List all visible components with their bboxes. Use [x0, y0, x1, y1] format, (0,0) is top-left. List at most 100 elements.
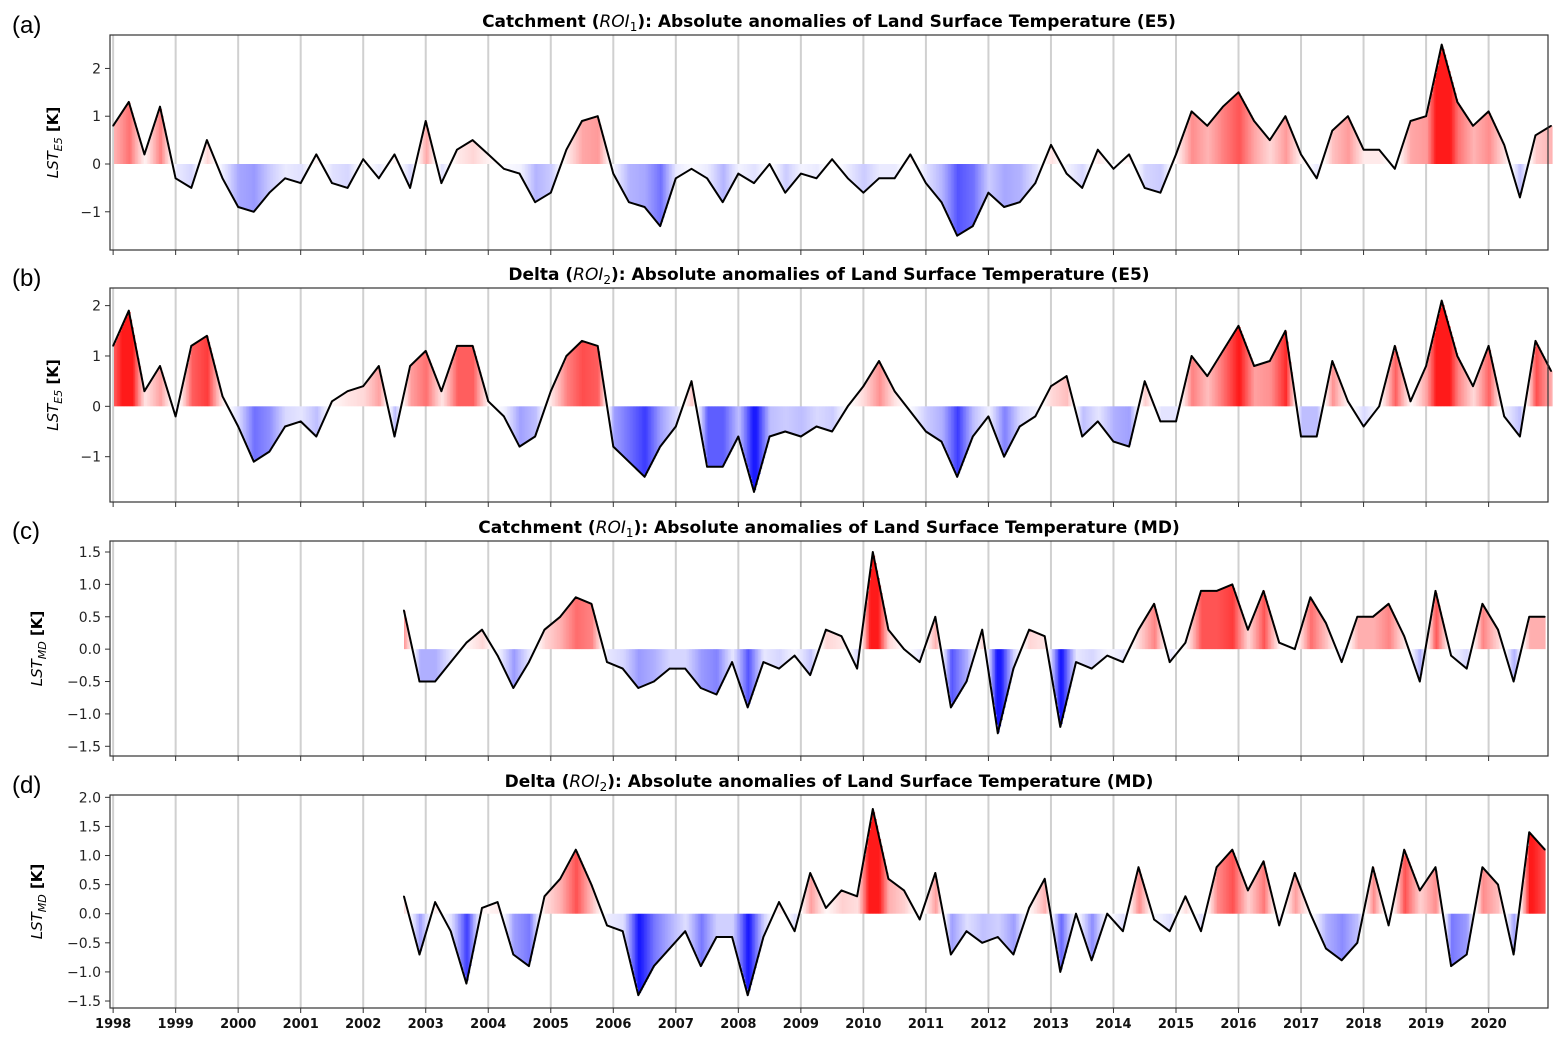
- positive-anomaly-bar: [931, 887, 933, 913]
- negative-anomaly-bar: [1119, 406, 1121, 443]
- negative-anomaly-bar: [745, 649, 747, 698]
- negative-anomaly-bar: [248, 164, 250, 210]
- positive-anomaly-bar: [856, 896, 858, 914]
- positive-anomaly-bar: [901, 888, 903, 914]
- positive-anomaly-bar: [120, 330, 122, 406]
- title-roi: ROI: [573, 265, 603, 285]
- y-tick-label: −1.0: [67, 707, 101, 723]
- positive-anomaly-bar: [122, 113, 124, 164]
- positive-anomaly-bar: [1036, 632, 1038, 649]
- positive-anomaly-bar: [1539, 133, 1541, 164]
- positive-anomaly-bar: [841, 892, 843, 914]
- negative-anomaly-bar: [734, 649, 736, 667]
- title-roi-sub: 1: [626, 526, 634, 540]
- positive-anomaly-bar: [1252, 621, 1254, 649]
- negative-anomaly-bar: [776, 164, 778, 175]
- positive-anomaly-bar: [147, 387, 149, 406]
- positive-anomaly-bar: [563, 613, 565, 649]
- data-point: [653, 681, 655, 683]
- negative-anomaly-bar: [509, 649, 511, 679]
- negative-anomaly-bar: [634, 914, 636, 976]
- negative-anomaly-bar: [978, 406, 980, 430]
- negative-anomaly-bar: [815, 164, 817, 178]
- positive-anomaly-bar: [469, 641, 471, 649]
- negative-anomaly-bar: [821, 406, 823, 427]
- y-tick-label: 2.0: [79, 790, 101, 806]
- negative-anomaly-bar: [1460, 649, 1462, 663]
- negative-anomaly-bar: [1459, 649, 1461, 662]
- positive-anomaly-bar: [1212, 120, 1214, 164]
- negative-anomaly-bar: [631, 914, 633, 963]
- negative-anomaly-bar: [1118, 914, 1120, 926]
- positive-anomaly-bar: [1493, 879, 1495, 914]
- positive-anomaly-bar: [116, 341, 118, 407]
- positive-anomaly-bar: [1257, 124, 1259, 164]
- positive-anomaly-bar: [1378, 613, 1380, 649]
- positive-anomaly-bar: [864, 385, 866, 406]
- data-point: [1113, 441, 1115, 443]
- negative-anomaly-bar: [707, 649, 709, 690]
- negative-anomaly-bar: [620, 914, 622, 930]
- y-tick-label: 0.5: [79, 610, 101, 626]
- negative-anomaly-bar: [1063, 649, 1065, 718]
- negative-anomaly-bar: [691, 914, 693, 943]
- negative-anomaly-bar: [1143, 164, 1145, 184]
- positive-anomaly-bar: [1538, 617, 1540, 649]
- positive-anomaly-bar: [1440, 52, 1442, 164]
- positive-anomaly-bar: [1371, 150, 1373, 164]
- positive-anomaly-bar: [853, 895, 855, 914]
- data-point: [1113, 168, 1115, 170]
- negative-anomaly-bar: [640, 649, 642, 687]
- positive-anomaly-bar: [1201, 593, 1203, 650]
- positive-anomaly-bar: [1538, 345, 1540, 407]
- negative-anomaly-bar: [754, 914, 756, 974]
- positive-anomaly-bar: [879, 361, 881, 406]
- negative-anomaly-bar: [519, 406, 521, 445]
- negative-anomaly-bar: [611, 649, 613, 664]
- negative-anomaly-bar: [1086, 406, 1088, 433]
- positive-anomaly-bar: [591, 118, 593, 164]
- positive-anomaly-bar: [1352, 124, 1354, 164]
- positive-anomaly-bar: [1262, 130, 1264, 164]
- positive-anomaly-bar: [1250, 887, 1252, 914]
- positive-anomaly-bar: [1274, 354, 1276, 407]
- positive-anomaly-bar: [1262, 364, 1264, 407]
- negative-anomaly-bar: [986, 914, 988, 942]
- positive-anomaly-bar: [1247, 888, 1249, 914]
- positive-anomaly-bar: [554, 622, 556, 649]
- positive-anomaly-bar: [1341, 123, 1343, 164]
- negative-anomaly-bar: [1506, 406, 1508, 418]
- negative-anomaly-bar: [974, 914, 976, 937]
- negative-anomaly-bar: [300, 406, 302, 421]
- positive-anomaly-bar: [153, 377, 155, 406]
- data-point: [1503, 144, 1505, 146]
- negative-anomaly-bar: [938, 164, 940, 197]
- negative-anomaly-bar: [994, 914, 996, 939]
- negative-anomaly-bar: [929, 164, 931, 186]
- positive-anomaly-bar: [1422, 117, 1424, 164]
- data-point: [847, 178, 849, 180]
- negative-anomaly-bar: [642, 406, 644, 474]
- negative-anomaly-bar: [624, 406, 626, 457]
- data-point: [1231, 584, 1233, 586]
- positive-anomaly-bar: [1248, 110, 1250, 164]
- negative-anomaly-bar: [1513, 649, 1515, 678]
- negative-anomaly-bar: [813, 164, 815, 177]
- negative-anomaly-bar: [517, 914, 519, 957]
- data-point: [1138, 866, 1140, 868]
- negative-anomaly-bar: [701, 649, 703, 688]
- positive-anomaly-bar: [1312, 599, 1314, 649]
- negative-anomaly-bar: [297, 406, 299, 422]
- positive-anomaly-bar: [1428, 107, 1430, 164]
- negative-anomaly-bar: [1004, 406, 1006, 455]
- positive-anomaly-bar: [153, 128, 155, 164]
- negative-anomaly-bar: [1112, 649, 1114, 657]
- positive-anomaly-bar: [836, 897, 838, 914]
- negative-anomaly-bar: [1058, 914, 1060, 958]
- positive-anomaly-bar: [1042, 635, 1044, 649]
- negative-anomaly-bar: [644, 914, 646, 985]
- negative-anomaly-bar: [641, 406, 643, 473]
- positive-anomaly-bar: [1469, 119, 1471, 164]
- positive-anomaly-bar: [861, 389, 863, 406]
